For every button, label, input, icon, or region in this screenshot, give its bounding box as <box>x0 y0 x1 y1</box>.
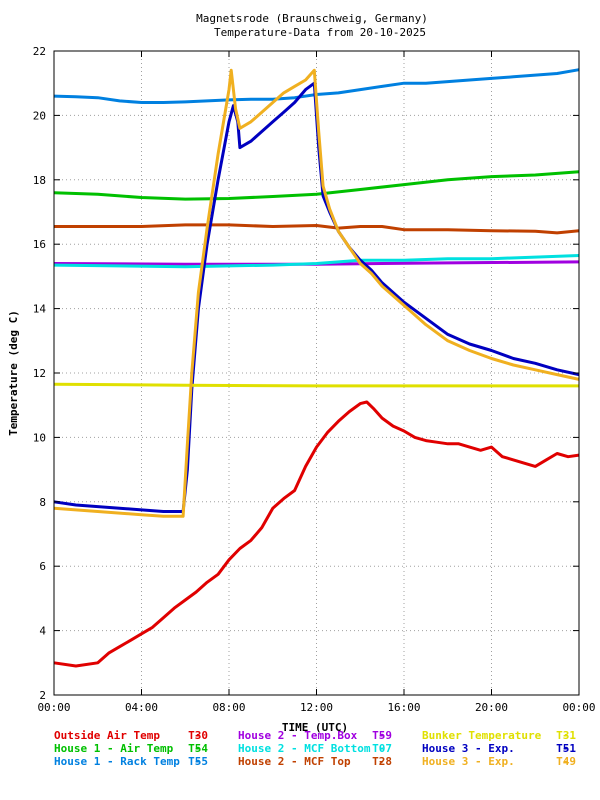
legend-label-house-2-mcf-top-t28: House 2 - MCF Top <box>238 755 351 768</box>
legend-separator: - <box>562 729 569 742</box>
legend-code-house-2-mcf-bottom-t07: T07 <box>372 742 392 755</box>
y-tick-label: 12 <box>33 367 46 380</box>
legend-label-bunker-temperature-t31: Bunker Temperature <box>422 729 542 742</box>
legend-code-house-3-exp-t49: T49 <box>556 755 576 768</box>
legend-separator: - <box>194 742 201 755</box>
legend-label-outside-air-temp-t30: Outside Air Temp <box>54 729 160 742</box>
legend-label-house-2-temp-box-t59: House 2 - Temp.Box <box>238 729 358 742</box>
y-tick-label: 16 <box>33 238 46 251</box>
legend-separator: - <box>562 742 569 755</box>
y-tick-label: 14 <box>33 303 47 316</box>
series-line-bunker-temperature-t31 <box>53 382 579 388</box>
chart-title-line-1: Magnetsrode (Braunschweig, Germany) <box>196 12 428 25</box>
legend-code-house-3-exp-t51: T51 <box>556 742 576 755</box>
legend-separator: - <box>194 755 201 768</box>
legend-code-outside-air-temp-t30: T30 <box>188 729 208 742</box>
legend: Outside Air Temp -T30 House 2 - Temp.Box -T… <box>54 729 576 768</box>
series-line-house-2-mcf-top-t28 <box>54 223 580 235</box>
y-tick-label: 4 <box>39 625 46 638</box>
series-line-house-1-air-temp-t54 <box>53 170 580 201</box>
legend-code-house-1-rack-temp-t55: T55 <box>188 755 208 768</box>
legend-separator: - <box>378 729 385 742</box>
legend-separator: - <box>378 755 385 768</box>
x-tick-label: 20:00 <box>475 701 508 714</box>
y-tick-label: 10 <box>33 431 46 444</box>
legend-separator: - <box>562 755 569 768</box>
legend-label-house-3-exp-t49: House 3 - Exp. <box>422 755 515 768</box>
y-tick-label: 6 <box>39 560 46 573</box>
legend-label-house-1-rack-temp-t55: House 1 - Rack Temp <box>54 755 180 768</box>
x-tick-label: 00:00 <box>562 701 595 714</box>
y-tick-label: 8 <box>39 496 46 509</box>
x-axis-label: TIME (UTC) <box>282 721 348 734</box>
legend-label-house-2-mcf-bottom-t07: House 2 - MCF Bottom <box>238 742 371 755</box>
legend-separator: - <box>378 742 385 755</box>
y-tick-label: 20 <box>33 109 46 122</box>
y-axis-label: Temperature (deg C) <box>7 310 20 436</box>
y-tick-label: 18 <box>33 174 46 187</box>
y-tick-label: 22 <box>33 45 46 58</box>
x-tick-label: 16:00 <box>387 701 420 714</box>
series-layer <box>53 68 580 668</box>
y-tick-label: 2 <box>39 689 46 702</box>
series-line-outside-air-temp-t30 <box>53 400 580 668</box>
axis-ticks: 00:00 04:00 08:00 12:00 16:00 20:00 00:0024681… <box>33 45 596 714</box>
legend-separator: - <box>194 729 201 742</box>
legend-label-house-1-air-temp-t54: House 1 - Air Temp <box>54 742 174 755</box>
legend-code-bunker-temperature-t31: T31 <box>556 729 576 742</box>
x-tick-label: 08:00 <box>212 701 245 714</box>
legend-code-house-1-air-temp-t54: T54 <box>188 742 208 755</box>
x-tick-label: 12:00 <box>300 701 333 714</box>
chart-title-line-2: Temperature-Data from 20-10-2025 <box>214 26 426 39</box>
x-tick-label: 00:00 <box>37 701 70 714</box>
series-line-house-3-exp-t49 <box>53 68 580 518</box>
legend-code-house-2-temp-box-t59: T59 <box>372 729 392 742</box>
legend-code-house-2-mcf-top-t28: T28 <box>372 755 392 768</box>
grid <box>54 51 579 695</box>
legend-label-house-3-exp-t51: House 3 - Exp. <box>422 742 515 755</box>
x-tick-label: 04:00 <box>125 701 158 714</box>
